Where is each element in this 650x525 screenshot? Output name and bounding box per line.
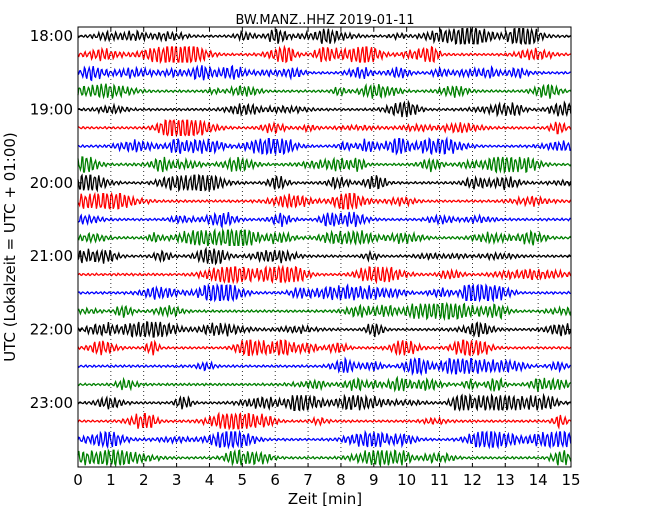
trace-line [77,156,572,175]
trace-line [77,64,571,82]
x-tick-label: 11 [430,471,449,489]
x-tick-label: 14 [529,471,548,489]
y-tick-label: 22:00 [30,321,73,339]
trace-line [77,301,572,322]
y-tick-label: 20:00 [30,174,73,192]
x-tick-label: 1 [106,471,116,489]
trace-line [77,321,572,338]
trace-line [77,191,572,211]
x-tick-label: 10 [397,471,416,489]
y-tick-label: 23:00 [30,394,73,412]
y-tick-label: 21:00 [30,247,73,265]
trace-line [77,392,572,412]
trace-line [77,246,572,266]
y-axis: 18:00 19:00 20:00 21:00 22:00 23:00 [30,27,571,412]
trace-line [77,448,572,468]
trace-line [77,173,572,193]
y-tick-label: 19:00 [30,101,73,119]
x-tick-label: 8 [336,471,346,489]
x-tick-label: 0 [73,471,83,489]
trace-line [77,44,572,65]
trace-group [77,26,572,468]
x-tick-label: 2 [139,471,149,489]
trace-line [77,411,572,431]
x-axis-label: Zeit [min] [288,490,362,508]
trace-line [77,429,572,450]
x-tick-label: 15 [561,471,580,489]
trace-line [77,83,572,100]
x-tick-label: 7 [303,471,313,489]
grid-lines [110,27,539,467]
x-tick-label: 6 [270,471,280,489]
trace-line [77,26,572,45]
trace-line [77,356,571,377]
x-tick-label: 4 [205,471,215,489]
trace-line [77,375,572,393]
y-tick-label: 18:00 [30,27,73,45]
trace-line [77,227,572,247]
trace-line [77,211,572,230]
x-tick-label: 9 [369,471,379,489]
x-tick-label: 13 [496,471,515,489]
x-tick-label: 12 [463,471,482,489]
y-axis-label: UTC (Lokalzeit = UTC + 01:00) [1,132,19,362]
trace-line [77,99,572,118]
x-tick-label: 3 [172,471,182,489]
chart-title: BW.MANZ..HHZ 2019-01-11 [235,13,414,28]
x-axis: 0 1 2 3 4 5 6 7 8 9 10 11 12 13 14 15 [73,27,581,489]
trace-line [77,282,571,303]
trace-line [77,119,572,138]
plot-frame [77,26,572,468]
trace-line [77,136,571,156]
trace-line [77,264,572,285]
x-tick-label: 5 [238,471,248,489]
trace-line [77,338,572,357]
